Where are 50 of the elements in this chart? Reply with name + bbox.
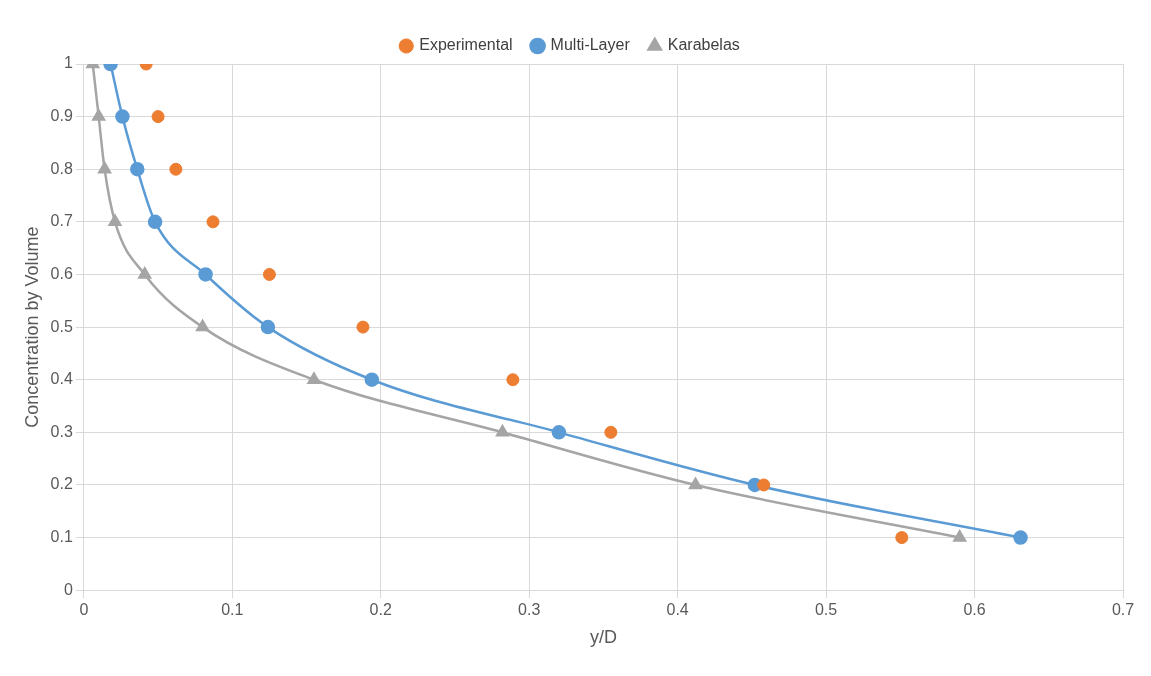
point bbox=[108, 214, 122, 227]
y-tick-label: 0.5 bbox=[50, 317, 73, 335]
point bbox=[98, 161, 112, 174]
x-tick-label: 0.4 bbox=[666, 601, 689, 619]
x-tick-label: 0.5 bbox=[814, 601, 838, 619]
point bbox=[1013, 530, 1028, 545]
point bbox=[92, 109, 106, 121]
legend-label: Experimental bbox=[419, 36, 513, 54]
point bbox=[757, 478, 771, 492]
point bbox=[364, 372, 380, 387]
point bbox=[356, 320, 370, 334]
y-tick-label: 0.8 bbox=[50, 159, 73, 177]
point bbox=[198, 267, 213, 282]
x-axis-title: y/D bbox=[589, 627, 617, 648]
x-tick-label: 0.1 bbox=[221, 601, 244, 619]
y-tick-label: 0.4 bbox=[50, 370, 73, 388]
point bbox=[689, 477, 702, 490]
point bbox=[260, 319, 276, 335]
point bbox=[895, 531, 909, 545]
legend-label: Karabelas bbox=[667, 36, 740, 54]
point bbox=[115, 109, 130, 124]
point bbox=[506, 373, 520, 387]
y-tick-label: 0.2 bbox=[50, 475, 73, 493]
point bbox=[262, 267, 276, 281]
x-tick-label: 0.3 bbox=[518, 601, 541, 619]
y-tick-label: 0.1 bbox=[50, 527, 73, 545]
point bbox=[604, 425, 618, 439]
y-tick-label: 0 bbox=[63, 580, 73, 598]
point bbox=[169, 162, 183, 176]
y-tick-label: 0.9 bbox=[50, 107, 73, 125]
point bbox=[130, 161, 145, 177]
y-tick-label: 0.7 bbox=[50, 212, 73, 230]
y-tick-label: 0.3 bbox=[50, 422, 73, 440]
point bbox=[496, 425, 509, 437]
point bbox=[953, 530, 967, 542]
point bbox=[147, 214, 163, 230]
point bbox=[307, 372, 321, 384]
point bbox=[151, 110, 165, 124]
point bbox=[196, 319, 210, 332]
x-tick-label: 0.7 bbox=[1111, 601, 1135, 619]
y-tick-label: 1 bbox=[63, 54, 73, 72]
legend-label: Multi-Layer bbox=[550, 36, 631, 54]
point bbox=[206, 215, 220, 229]
point bbox=[138, 267, 152, 279]
point bbox=[551, 425, 567, 440]
y-axis-title: Concentration by Volume bbox=[21, 226, 42, 428]
y-tick-label: 0.6 bbox=[50, 264, 73, 282]
x-tick-label: 0.2 bbox=[369, 601, 392, 619]
x-tick-label: 0 bbox=[79, 601, 89, 619]
x-tick-label: 0.6 bbox=[963, 601, 986, 619]
